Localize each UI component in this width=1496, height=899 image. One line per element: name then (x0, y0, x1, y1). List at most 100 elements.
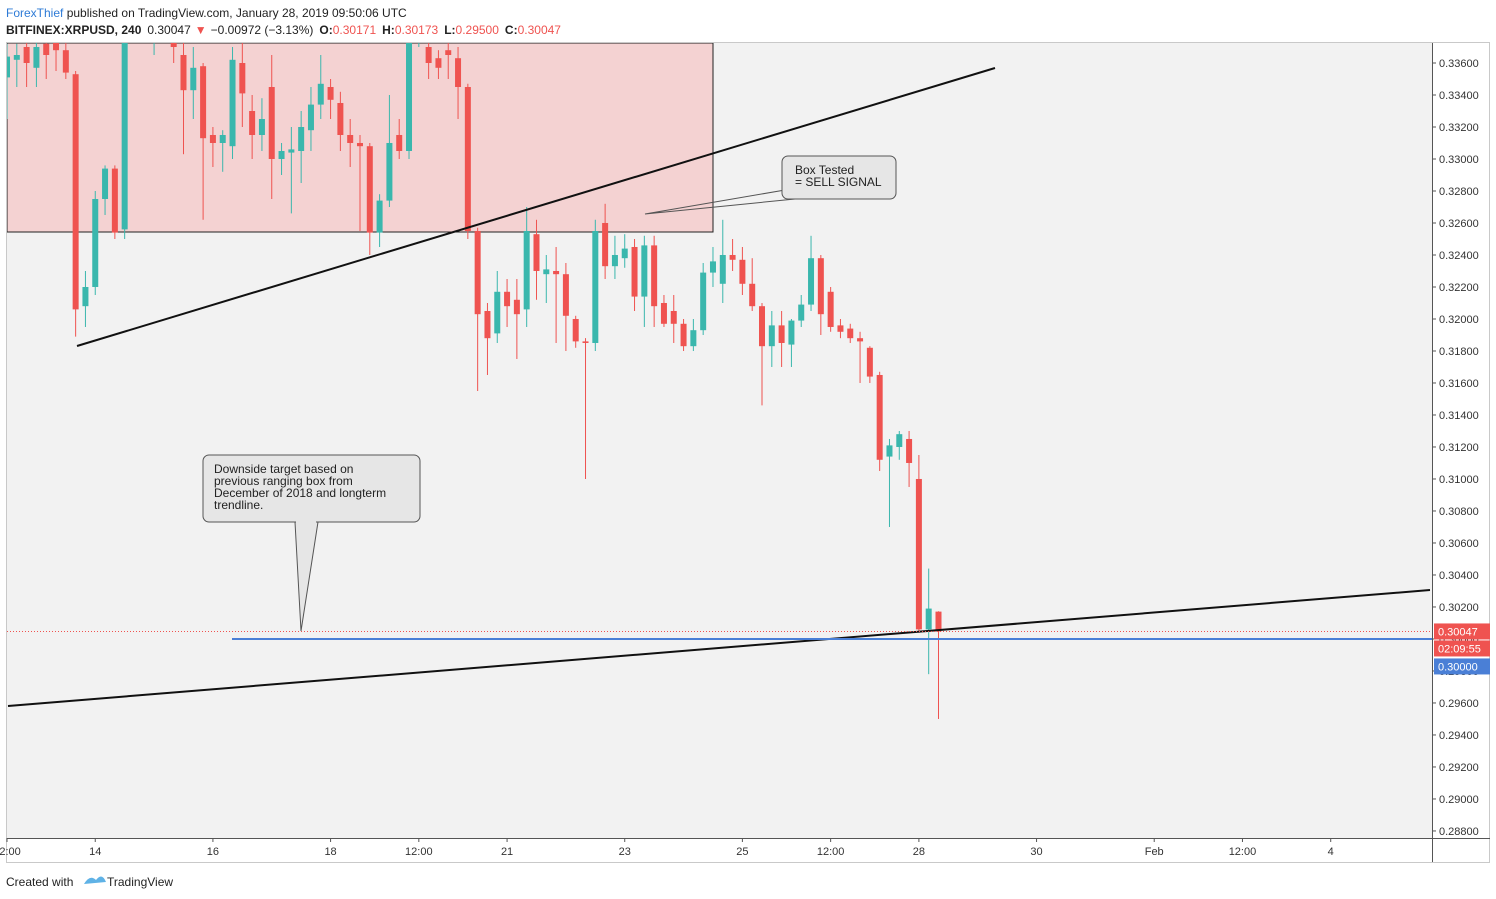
candle-body (494, 291, 501, 334)
y-tick-label: 0.33600 (1439, 58, 1479, 70)
footer-created: Created with (6, 875, 73, 889)
candle-body (670, 310, 677, 324)
candle-body (602, 222, 609, 267)
x-tick-label: 28 (913, 846, 925, 858)
candle-body (278, 150, 285, 159)
published: published on TradingView.com, January 28… (63, 6, 407, 20)
candle-body (23, 46, 30, 63)
l: 0.29500 (456, 23, 500, 37)
candle-body (798, 304, 805, 321)
candle-body (307, 104, 314, 131)
candle-body (327, 86, 334, 100)
candle-body (808, 258, 815, 305)
x-tick-label: 12:00 (405, 846, 433, 858)
o-label: O: (319, 23, 332, 37)
footer-brand[interactable]: TradingView (107, 875, 173, 889)
candle-body (641, 245, 648, 297)
candle-body (592, 230, 599, 343)
candle-body (719, 254, 726, 284)
candle-body (857, 338, 864, 342)
x-tick-label: 12:00 (0, 846, 21, 858)
candle-body (582, 341, 589, 343)
candle-body (102, 168, 109, 199)
candle-body (435, 58, 442, 68)
annotation-line: previous ranging box from (214, 474, 353, 488)
x-tick-label: Feb (1145, 846, 1164, 858)
y-tick-label: 0.31200 (1439, 442, 1479, 454)
c-label: C: (505, 23, 518, 37)
annotation-line: Box Tested (795, 163, 854, 177)
x-tick-label: 21 (501, 846, 513, 858)
candle-body (690, 330, 697, 347)
candle-body (513, 299, 520, 315)
last-price-tag: 0.30047 (1438, 626, 1478, 638)
x-tick-label: 23 (619, 846, 631, 858)
y-tick-label: 0.30600 (1439, 538, 1479, 550)
candle-body (356, 142, 363, 147)
h: 0.30173 (395, 23, 439, 37)
o: 0.30171 (333, 23, 377, 37)
arrow: ▼ (195, 23, 207, 37)
candle-body (33, 46, 40, 68)
x-tick-label: 25 (736, 846, 748, 858)
candle-body (562, 274, 569, 316)
callout-joint (296, 519, 316, 523)
x-tick-label: 12:00 (817, 846, 845, 858)
annotation-line: Downside target based on (214, 462, 353, 476)
candle-body (268, 86, 275, 159)
candle-body (611, 254, 618, 267)
candle-body (886, 445, 893, 457)
candle-body (455, 58, 462, 87)
target-tag-bg (1434, 658, 1490, 675)
candle-body (92, 198, 99, 287)
candle-body (621, 248, 628, 259)
candle-body (660, 302, 667, 324)
candle-body (200, 66, 207, 139)
y-tick-label: 0.33200 (1439, 122, 1479, 134)
candle-body (337, 102, 344, 135)
candle-body (700, 272, 707, 331)
y-tick-label: 0.33400 (1439, 90, 1479, 102)
y-tick-label: 0.32800 (1439, 186, 1479, 198)
candle-body (543, 269, 550, 275)
annotation-line: December of 2018 and longterm (214, 486, 386, 500)
candle-body (847, 328, 854, 339)
candle-body (445, 50, 452, 55)
x-tick-label: 4 (1328, 846, 1334, 858)
candle-body (915, 478, 922, 630)
y-tick-label: 0.30800 (1439, 506, 1479, 518)
y-tick-label: 0.29200 (1439, 762, 1479, 774)
candle-body (788, 320, 795, 345)
candle-body (258, 118, 265, 135)
y-tick-label: 0.33000 (1439, 154, 1479, 166)
annotation-line: = SELL SIGNAL (795, 175, 882, 189)
candle-body (553, 270, 560, 275)
callout-pointer (644, 189, 796, 215)
candle-body (288, 149, 295, 153)
y-tick-label: 0.29600 (1439, 698, 1479, 710)
candle-body (504, 291, 511, 307)
countdown-tag-bg (1434, 640, 1490, 657)
y-tick-label: 0.32400 (1439, 250, 1479, 262)
y-tick-label: 0.32200 (1439, 282, 1479, 294)
candle-body (406, 43, 413, 151)
candle-body (82, 286, 89, 307)
y-tick-label: 0.31400 (1439, 410, 1479, 422)
last: 0.30047 (147, 23, 191, 37)
candle-body (53, 43, 60, 51)
candle-body (827, 291, 834, 327)
countdown-tag: 02:09:55 (1438, 643, 1481, 655)
candle-body (376, 200, 383, 233)
candle-body (474, 230, 481, 315)
candle-body (523, 230, 530, 310)
candle-body (768, 325, 775, 347)
h-label: H: (382, 23, 395, 37)
target-tag: 0.30000 (1438, 661, 1478, 673)
last-price-tag-bg (1434, 623, 1490, 640)
author[interactable]: ForexThief (6, 6, 64, 20)
x-tick-label: 12:00 (1229, 846, 1257, 858)
candle-body (111, 168, 118, 233)
plot (7, 43, 942, 719)
candle-body (72, 74, 79, 310)
